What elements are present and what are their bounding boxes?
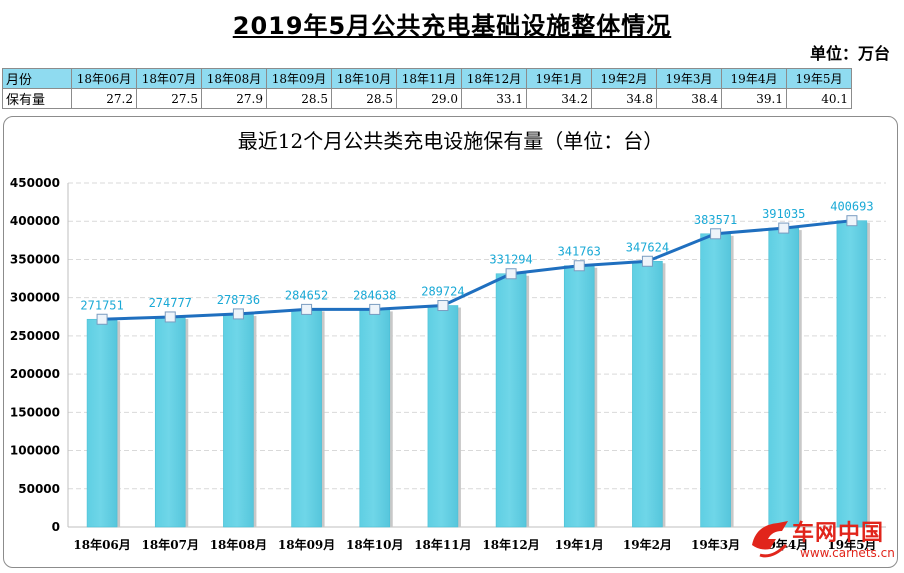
watermark-url: www.carnets.cn (800, 546, 895, 560)
table-cell-value: 38.4 (656, 88, 722, 109)
x-tick-label: 18年12月 (482, 537, 539, 552)
x-tick-label: 19年1月 (555, 537, 604, 552)
y-tick-label: 350000 (10, 252, 60, 266)
bar (700, 233, 731, 528)
bar (632, 260, 663, 528)
data-label: 400693 (830, 200, 873, 214)
x-tick-label: 18年08月 (210, 537, 267, 552)
table-cell-month: 18年08月 (201, 68, 267, 89)
y-tick-label: 150000 (10, 405, 60, 419)
x-tick-label: 18年10月 (346, 537, 403, 552)
table-cell-value: 29.0 (396, 88, 462, 109)
x-tick-label: 19年2月 (623, 537, 672, 552)
bar (836, 220, 868, 528)
row-label-month: 月份 (2, 68, 72, 89)
table-cell-value: 39.1 (721, 88, 787, 109)
x-tick-label: 18年11月 (414, 537, 471, 552)
chart-title: 最近12个月公共类充电设施保有量（单位：台） (237, 129, 664, 153)
bar (291, 309, 322, 528)
y-tick-label: 400000 (10, 214, 60, 228)
data-label: 341763 (558, 245, 601, 259)
data-label: 274777 (149, 296, 192, 310)
x-tick-label: 18年06月 (73, 537, 130, 552)
line-marker (369, 303, 381, 315)
table-cell-month: 18年10月 (331, 68, 397, 89)
table-cell-value: 40.1 (786, 88, 852, 109)
x-tick-label: 19年3月 (691, 537, 740, 552)
data-label: 331294 (489, 253, 532, 267)
table-value-row: 保有量 27.2 27.5 27.9 28.5 28.5 29.0 33.1 34.2 34.8… (2, 88, 852, 109)
bar (427, 305, 459, 528)
table-cell-value: 28.5 (266, 88, 332, 109)
bar (495, 273, 527, 528)
line-marker (846, 215, 858, 227)
y-tick-label: 450000 (10, 176, 60, 190)
chart-svg: 0 50000 100000 150000 200000 250000 300000 3500… (10, 176, 886, 552)
watermark-name: 车网中国 (792, 521, 885, 546)
watermark-logo-icon (752, 521, 788, 558)
table-cell-value: 27.9 (201, 88, 267, 109)
table-cell-month: 19年4月 (721, 68, 787, 89)
data-label: 391035 (762, 207, 805, 221)
line-marker (710, 228, 722, 240)
bar (768, 227, 800, 528)
line-marker (505, 268, 517, 280)
table-cell-month: 18年09月 (266, 68, 332, 89)
line-marker (301, 303, 313, 315)
table-cell-value: 27.5 (136, 88, 202, 109)
bar (86, 318, 118, 528)
y-tick-label: 250000 (10, 329, 60, 343)
y-tick-label: 0 (52, 520, 60, 534)
x-tick-label: 18年09月 (278, 537, 335, 552)
data-label: 284652 (285, 288, 328, 302)
table-cell-month: 19年2月 (591, 68, 657, 89)
bar (563, 265, 595, 528)
line-marker (573, 260, 585, 272)
line-marker (778, 222, 790, 234)
x-tick-label: 19年5月 (827, 537, 876, 552)
page-title: 2019年5月公共充电基础设施整体情况 (232, 12, 672, 40)
x-tick-label: 18年07月 (142, 537, 199, 552)
data-label: 284638 (353, 288, 396, 302)
table-cell-value: 34.8 (591, 88, 657, 109)
table-cell-value: 34.2 (526, 88, 592, 109)
row-label-stock: 保有量 (2, 88, 72, 109)
table-cell-month: 19年1月 (526, 68, 592, 89)
watermark: 车网中国 www.carnets.cn (746, 515, 896, 565)
table-cell-month: 19年5月 (786, 68, 852, 89)
data-label: 289724 (421, 285, 464, 299)
chart-panel: 最近12个月公共类充电设施保有量（单位：台） 0 50000 100000 15000… (3, 116, 898, 568)
line-marker (164, 311, 176, 323)
line-marker (437, 300, 449, 312)
bar (223, 313, 254, 528)
summary-table: 月份 18年06月 18年07月 18年08月 18年09月 18年10月 18年11月 1… (2, 68, 852, 109)
bar (154, 316, 186, 528)
y-tick-label: 200000 (10, 367, 60, 381)
table-cell-month: 18年07月 (136, 68, 202, 89)
y-tick-label: 300000 (10, 291, 60, 305)
series-line (102, 219, 853, 321)
unit-note: 单位：万台 (809, 44, 890, 63)
table-cell-month: 18年06月 (71, 68, 137, 89)
data-label: 278736 (217, 293, 260, 307)
table-header-row: 月份 18年06月 18年07月 18年08月 18年09月 18年10月 18年11月 1… (2, 68, 852, 89)
data-label: 383571 (694, 213, 737, 227)
line-marker (641, 255, 653, 267)
table-cell-month: 18年11月 (396, 68, 462, 89)
bar (359, 309, 391, 528)
y-tick-label: 50000 (18, 482, 60, 496)
line-marker (232, 308, 244, 320)
table-cell-month: 18年12月 (461, 68, 527, 89)
table-cell-value: 33.1 (461, 88, 527, 109)
table-cell-value: 28.5 (331, 88, 397, 109)
line-marker (96, 313, 108, 325)
data-label: 271751 (80, 298, 123, 312)
table-cell-month: 19年3月 (656, 68, 722, 89)
y-tick-label: 100000 (10, 444, 60, 458)
data-label: 347624 (626, 240, 669, 254)
table-cell-value: 27.2 (71, 88, 137, 109)
